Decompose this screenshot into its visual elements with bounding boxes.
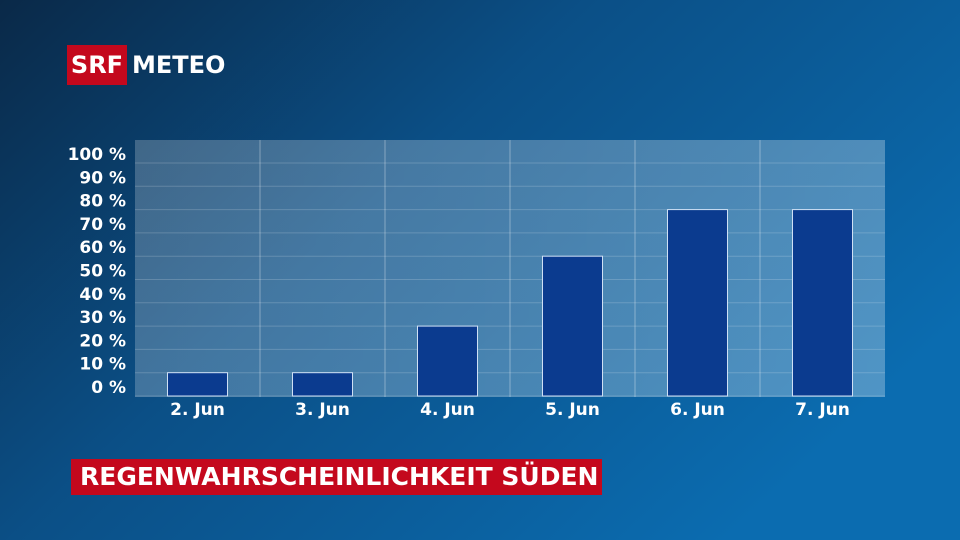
plot-area (135, 140, 885, 397)
y-tick-label: 50 % (79, 262, 126, 282)
x-tick-label: 3. Jun (295, 400, 350, 420)
chart-title: REGENWAHRSCHEINLICHKEIT SÜDEN (80, 461, 598, 491)
bar (792, 209, 853, 397)
x-tick-label: 5. Jun (545, 400, 600, 420)
y-tick-label: 60 % (79, 238, 126, 258)
y-tick-label: 30 % (79, 308, 126, 328)
x-tick-label: 6. Jun (670, 400, 725, 420)
y-tick-label: 90 % (79, 168, 126, 188)
bar (667, 209, 728, 397)
x-tick-label: 7. Jun (795, 400, 850, 420)
bar (542, 255, 603, 397)
logo-box (67, 45, 127, 85)
logo-meteo: METEO (132, 51, 225, 79)
x-tick-label: 2. Jun (170, 400, 225, 420)
bar (417, 325, 478, 397)
bar (167, 372, 228, 397)
title-box (71, 459, 602, 495)
y-tick-label: 70 % (79, 215, 126, 235)
y-tick-label: 10 % (79, 355, 126, 375)
x-tick-label: 4. Jun (420, 400, 475, 420)
y-tick-label: 80 % (79, 192, 126, 212)
y-tick-label: 100 % (68, 145, 126, 165)
y-tick-label: 20 % (79, 331, 126, 351)
bar (292, 372, 353, 397)
y-tick-label: 0 % (91, 378, 126, 398)
logo-srf: SRF (71, 51, 123, 79)
y-tick-label: 40 % (79, 285, 126, 305)
